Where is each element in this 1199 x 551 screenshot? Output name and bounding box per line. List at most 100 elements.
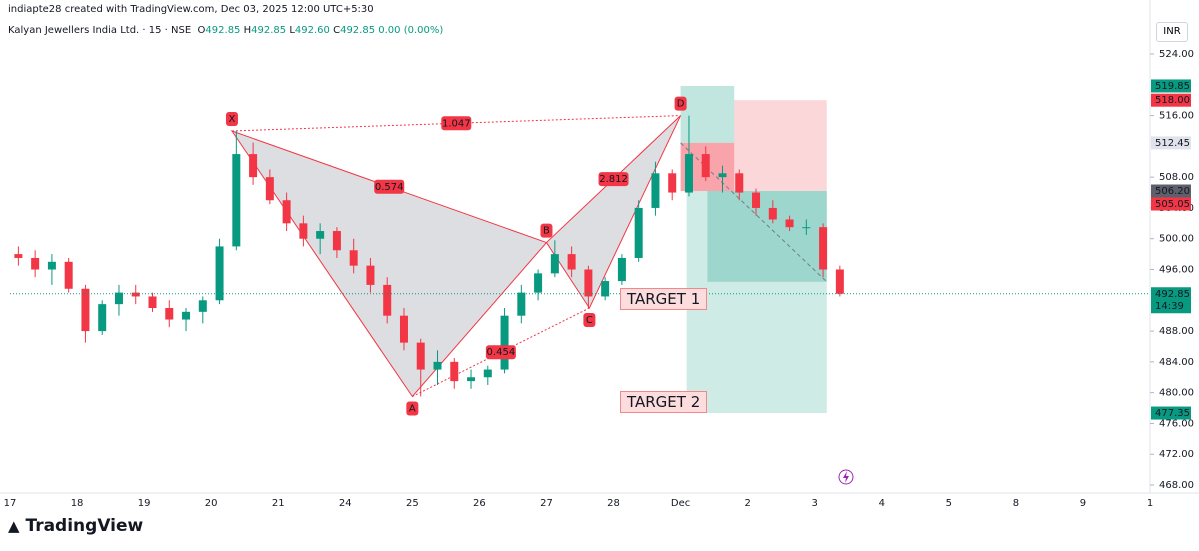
price-label-bg — [1151, 79, 1191, 93]
point-label: X — [229, 114, 236, 125]
candle-body — [399, 315, 408, 343]
x-tick-label: 5 — [946, 498, 952, 509]
candle — [198, 296, 207, 324]
candle-body — [249, 154, 258, 178]
candle — [617, 254, 626, 285]
brand-logo[interactable]: ▲ TradingView — [8, 516, 144, 536]
ratio-badge — [441, 116, 472, 131]
symbol: Kalyan Jewellers India Ltd. · 15 · NSE — [8, 25, 192, 36]
y-tick-label: 468.00 — [1159, 480, 1194, 491]
candle-body — [114, 292, 123, 305]
y-tick-label: 496.00 — [1159, 265, 1194, 276]
candle — [483, 365, 492, 385]
x-tick-label: 9 — [1080, 498, 1086, 509]
candle-body — [232, 154, 241, 247]
point-badge — [583, 312, 596, 327]
candle — [349, 238, 358, 274]
candle — [64, 257, 73, 293]
candle-body — [349, 250, 358, 266]
position-zone — [680, 85, 735, 143]
candle-body — [332, 231, 341, 251]
x-tick-label: 21 — [272, 498, 285, 509]
pattern-point: X — [225, 111, 238, 126]
candle-body — [835, 269, 844, 294]
candle-body — [651, 173, 660, 208]
x-tick-label: 3 — [812, 498, 818, 509]
pattern-point: C — [583, 312, 596, 327]
candle-body — [584, 269, 593, 297]
candle — [14, 246, 23, 266]
candle — [601, 277, 610, 301]
candle — [299, 215, 308, 247]
y-tick-label: 472.00 — [1159, 449, 1194, 460]
candle — [215, 238, 224, 305]
ratio-label: 1.047 — [442, 118, 471, 129]
point-label: A — [409, 403, 416, 414]
candle-body — [131, 292, 140, 297]
candle-body — [785, 219, 794, 228]
candle — [232, 130, 241, 251]
candle-body — [752, 192, 761, 208]
candle-body — [517, 292, 526, 316]
x-tick-label: 28 — [607, 498, 620, 509]
candle — [768, 200, 777, 224]
candle — [131, 284, 140, 305]
candle — [701, 146, 710, 182]
price-label: 519.85 — [1155, 81, 1190, 92]
x-tick-label: 20 — [205, 498, 218, 509]
ratio-label: 0.574 — [375, 182, 404, 193]
price-label: 492.85 — [1155, 289, 1190, 300]
candle-body — [64, 261, 73, 289]
candle-body — [819, 227, 828, 270]
candle-body — [198, 300, 207, 312]
candle-body — [31, 257, 40, 270]
candle — [819, 223, 828, 278]
candle — [634, 200, 643, 262]
position-zone — [707, 191, 827, 282]
position-path — [680, 142, 828, 283]
candle — [500, 307, 509, 374]
x-tick-label: 27 — [540, 498, 553, 509]
candle-body — [165, 307, 174, 320]
x-tick-label: 18 — [71, 498, 84, 509]
candle-body — [735, 173, 744, 193]
countdown-label: 14:39 — [1155, 301, 1184, 312]
y-tick-label: 484.00 — [1159, 357, 1194, 368]
candle — [332, 227, 341, 258]
candle-body — [215, 246, 224, 301]
pattern-point: A — [406, 401, 419, 416]
candle — [383, 277, 392, 324]
candle — [550, 240, 559, 278]
candle — [265, 169, 274, 205]
candle — [534, 269, 543, 301]
candle-body — [416, 342, 425, 370]
y-tick-label: 524.00 — [1159, 49, 1194, 60]
candle — [735, 169, 744, 201]
candle — [718, 165, 727, 193]
candle — [81, 284, 90, 343]
candle-body — [684, 154, 693, 193]
ohlc-key: C — [333, 25, 341, 36]
candle — [366, 257, 375, 293]
currency-button[interactable]: INR — [1156, 22, 1188, 42]
candle-body — [768, 207, 777, 220]
candle-body — [265, 177, 274, 201]
ratio-label: 2.812 — [599, 174, 628, 185]
candle-body — [47, 261, 56, 270]
candle-body — [14, 254, 23, 258]
candle-body — [718, 173, 727, 178]
point-badge — [406, 401, 419, 416]
x-tick-label: 25 — [406, 498, 419, 509]
candle — [47, 254, 56, 285]
candle-body — [601, 281, 610, 297]
candle-body — [550, 254, 559, 274]
candle — [517, 284, 526, 324]
x-tick-label: 2 — [744, 498, 750, 509]
target-label: TARGET 1 — [620, 288, 708, 310]
ohlc-value: 492.85 — [251, 25, 287, 36]
change: 0.00 (0.00%) — [378, 25, 444, 36]
ratio-badge — [374, 179, 405, 194]
legend: Kalyan Jewellers India Ltd. · 15 · NSE O… — [8, 25, 443, 36]
y-tick-label: 516.00 — [1159, 111, 1194, 122]
